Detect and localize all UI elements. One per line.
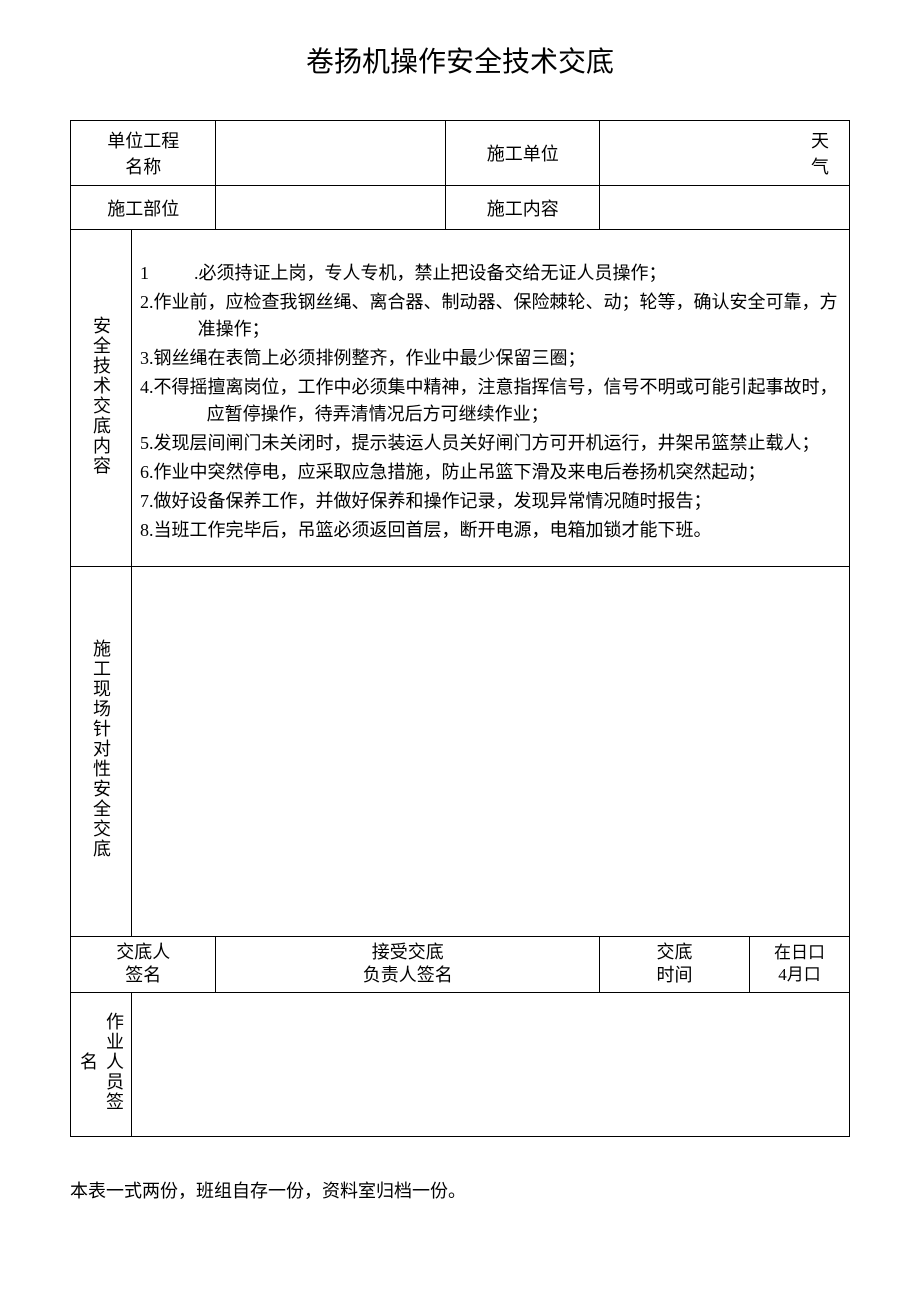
item4-text: 4.不得摇擅离岗位，工作中必须集中精神，注意指挥信号，信号不明或可能引起事故时， (140, 377, 838, 397)
submitter-label: 交底人 签名 (71, 937, 216, 993)
construction-part-value (216, 186, 446, 230)
content-item-5: 5.发现层间闸门未关闭时，提示装运人员关好闸门方可开机运行，井架吊篮禁止载人； (140, 430, 841, 457)
construction-content-label: 施工内容 (446, 186, 600, 230)
content-item-2: 2.作业前，应检查我钢丝绳、离合器、制动器、保险棘轮、动；轮等，确认安全可靠，方… (140, 289, 841, 343)
main-table: 单位工程 名称 施工单位 天 气 施工部位 施工内容 安全技术交底内容 1.必须… (70, 120, 850, 1137)
construction-unit-label: 施工单位 (446, 121, 600, 186)
safety-content-label: 安全技术交底内容 (71, 230, 132, 567)
worker-sign-label-text: 作业人员签名 (75, 1003, 127, 1121)
site-specific-cell (132, 567, 850, 937)
item1-text: .必须持证上岗，专人专机，禁止把设备交给无证人员操作； (194, 263, 667, 283)
item2-cont: 准操作； (162, 316, 841, 343)
unit-project-label: 单位工程 名称 (71, 121, 216, 186)
worker-sign-label: 作业人员签名 (71, 992, 132, 1136)
safety-content-row: 安全技术交底内容 1.必须持证上岗，专人专机，禁止把设备交给无证人员操作； 2.… (71, 230, 850, 567)
worker-sign-cell (132, 992, 850, 1136)
content-item-4: 4.不得摇擅离岗位，工作中必须集中精神，注意指挥信号，信号不明或可能引起事故时，… (140, 374, 841, 428)
content-item-8: 8.当班工作完毕后，吊篮必须返回首层，断开电源，电箱加锁才能下班。 (140, 517, 841, 544)
content-list: 1.必须持证上岗，专人专机，禁止把设备交给无证人员操作； 2.作业前，应检查我钢… (140, 260, 841, 544)
safety-content-cell: 1.必须持证上岗，专人专机，禁止把设备交给无证人员操作； 2.作业前，应检查我钢… (132, 230, 850, 567)
unit-project-value (216, 121, 446, 186)
header-row-2: 施工部位 施工内容 (71, 186, 850, 230)
document-title: 卷扬机操作安全技术交底 (70, 40, 850, 80)
site-specific-label: 施工现场针对性安全交底 (71, 567, 132, 937)
site-specific-label-text: 施工现场针对性安全交底 (88, 639, 114, 859)
receiver-label: 接受交底 负责人签名 (216, 937, 600, 993)
content-item-3: 3.钢丝绳在表筒上必须排例整齐，作业中最少保留三圈； (140, 345, 841, 372)
item2-text: 2.作业前，应检查我钢丝绳、离合器、制动器、保险棘轮、动；轮等，确认安全可靠，方 (140, 292, 838, 312)
construction-part-label: 施工部位 (71, 186, 216, 230)
weather-label: 天 气 (811, 131, 829, 177)
site-specific-row: 施工现场针对性安全交底 (71, 567, 850, 937)
content-item-7: 7.做好设备保养工作，并做好保养和操作记录，发现异常情况随时报告； (140, 488, 841, 515)
header-row-1: 单位工程 名称 施工单位 天 气 (71, 121, 850, 186)
worker-sign-row: 作业人员签名 (71, 992, 850, 1136)
content-item-6: 6.作业中突然停电，应采取应急措施，防止吊篮下滑及来电后卷扬机突然起动； (140, 459, 841, 486)
signature-row: 交底人 签名 接受交底 负责人签名 交底 时间 在日口 4月口 (71, 937, 850, 993)
safety-content-label-text: 安全技术交底内容 (88, 316, 114, 476)
content-item-1: 1.必须持证上岗，专人专机，禁止把设备交给无证人员操作； (140, 260, 841, 287)
footer-note: 本表一式两份，班组自存一份，资料室归档一份。 (70, 1177, 850, 1203)
item4-cont: 应暂停操作，待弄清情况后方可继续作业； (162, 401, 841, 428)
construction-unit-value: 天 气 (600, 121, 850, 186)
item1-num: 1 (140, 260, 194, 287)
construction-content-value (600, 186, 850, 230)
date-value: 在日口 4月口 (750, 937, 850, 993)
time-label: 交底 时间 (600, 937, 750, 993)
